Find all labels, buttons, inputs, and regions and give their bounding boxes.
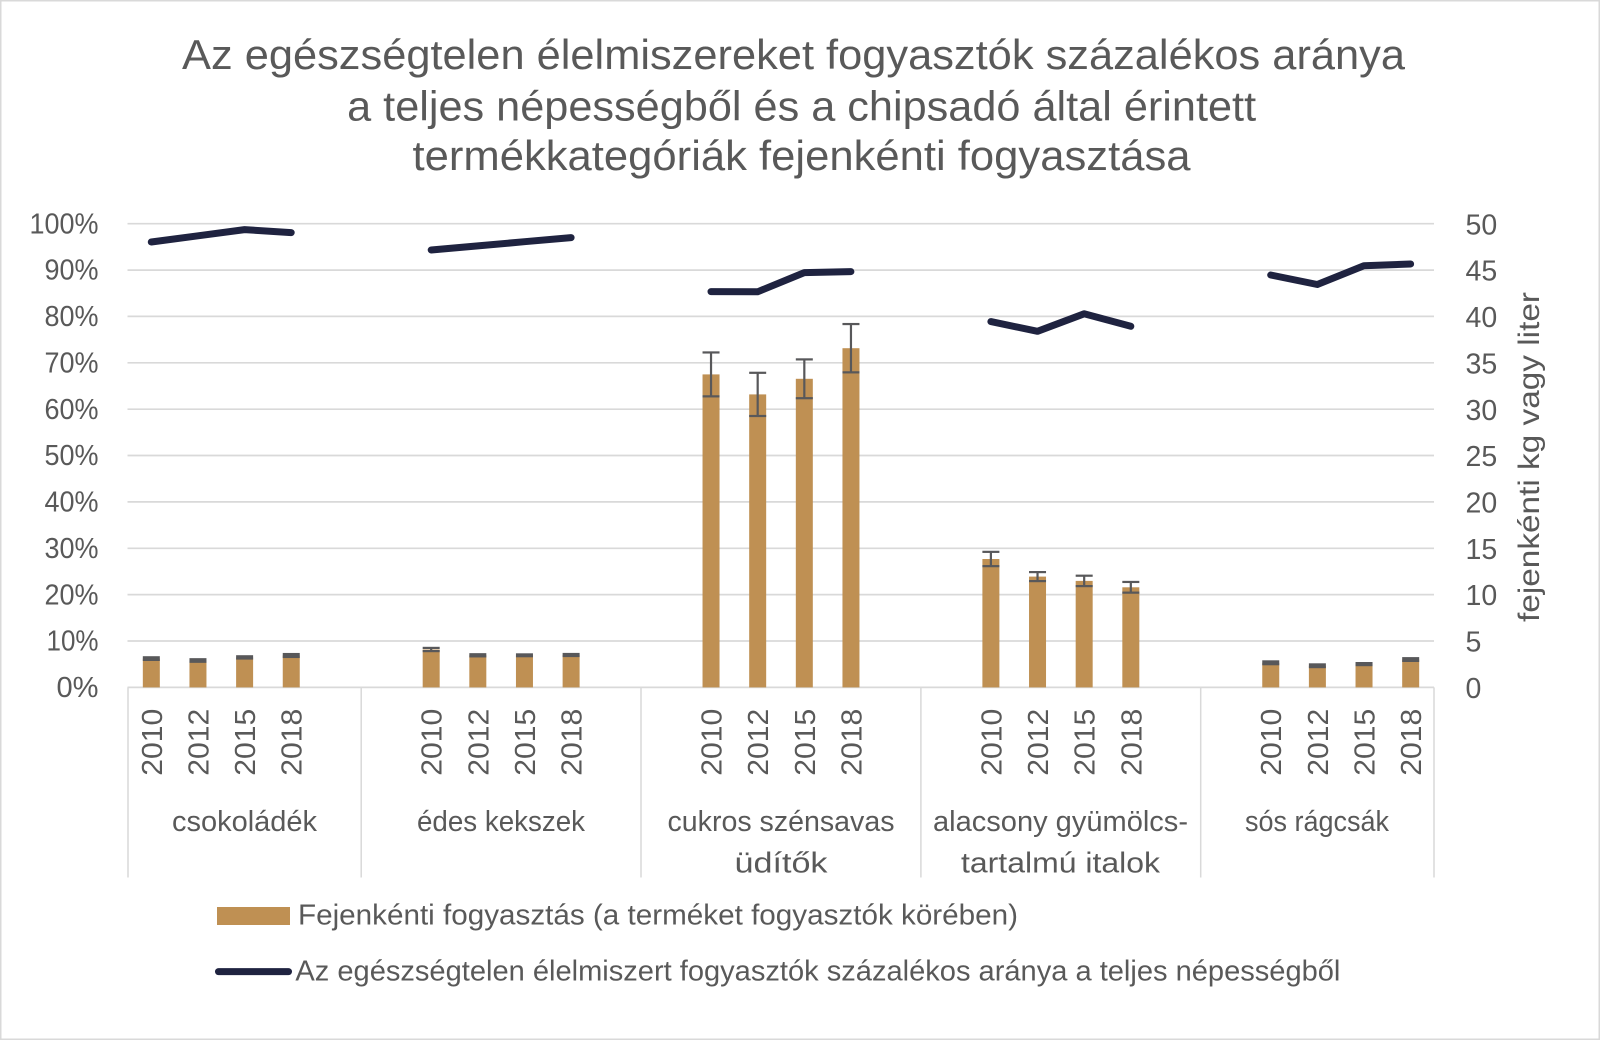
svg-text:2018: 2018 [1396,709,1428,776]
svg-text:2018: 2018 [1116,709,1148,776]
svg-text:2010: 2010 [697,709,729,776]
svg-text:5: 5 [1466,627,1482,659]
svg-text:2010: 2010 [976,709,1008,776]
svg-text:50%: 50% [45,440,99,472]
svg-text:2018: 2018 [277,709,309,776]
svg-text:Fejenkénti fogyasztás (a termé: Fejenkénti fogyasztás (a terméket fogyas… [298,899,1018,931]
svg-text:2010: 2010 [417,709,449,776]
svg-text:2015: 2015 [230,709,262,776]
svg-text:üdítők: üdítők [735,848,829,880]
svg-text:100%: 100% [30,208,99,240]
svg-text:0: 0 [1466,673,1482,705]
svg-text:fejenkénti kg vagy liter: fejenkénti kg vagy liter [1513,292,1546,622]
svg-text:0%: 0% [57,672,99,704]
svg-text:a teljes népességből és a chip: a teljes népességből és a chipsadó által… [347,82,1256,129]
svg-text:45: 45 [1466,256,1498,288]
svg-text:40%: 40% [45,487,99,519]
svg-text:2015: 2015 [1350,709,1382,776]
svg-text:tartalmú italok: tartalmú italok [961,848,1161,880]
svg-text:70%: 70% [45,347,99,379]
svg-text:sós rágcsák: sós rágcsák [1245,806,1389,838]
svg-text:2010: 2010 [1256,709,1288,776]
svg-text:2018: 2018 [557,709,589,776]
svg-text:10: 10 [1466,580,1498,612]
svg-text:2018: 2018 [837,709,869,776]
svg-text:2010: 2010 [137,709,169,776]
svg-text:2012: 2012 [1303,709,1335,776]
svg-text:50: 50 [1466,209,1498,241]
svg-text:édes kekszek: édes kekszek [417,806,585,838]
svg-text:2015: 2015 [510,709,542,776]
svg-text:30: 30 [1466,395,1498,427]
svg-text:90%: 90% [45,255,99,287]
svg-text:termékkategóriák fejenkénti fo: termékkategóriák fejenkénti fogyasztása [413,132,1192,179]
svg-text:2012: 2012 [184,709,216,776]
svg-text:cukros szénsavas: cukros szénsavas [668,806,895,838]
svg-text:Az egészségtelen élelmiszert f: Az egészségtelen élelmiszert fogyasztók … [295,955,1340,987]
svg-text:2015: 2015 [1070,709,1102,776]
svg-text:10%: 10% [47,626,99,658]
svg-text:alacsony gyümölcs-: alacsony gyümölcs- [933,806,1188,838]
svg-text:35: 35 [1466,348,1498,380]
svg-text:2015: 2015 [790,709,822,776]
svg-text:20%: 20% [45,579,99,611]
svg-text:80%: 80% [45,301,99,333]
svg-text:2012: 2012 [463,709,495,776]
svg-text:csokoládék: csokoládék [172,806,317,838]
svg-text:15: 15 [1466,534,1498,566]
svg-text:30%: 30% [45,533,99,565]
svg-text:2012: 2012 [1023,709,1055,776]
svg-text:2012: 2012 [743,709,775,776]
svg-text:25: 25 [1466,441,1498,473]
svg-text:60%: 60% [45,394,99,426]
svg-text:Az egészségtelen élelmiszereke: Az egészségtelen élelmiszereket fogyaszt… [182,31,1406,78]
svg-text:20: 20 [1466,488,1498,520]
svg-text:40: 40 [1466,302,1498,334]
